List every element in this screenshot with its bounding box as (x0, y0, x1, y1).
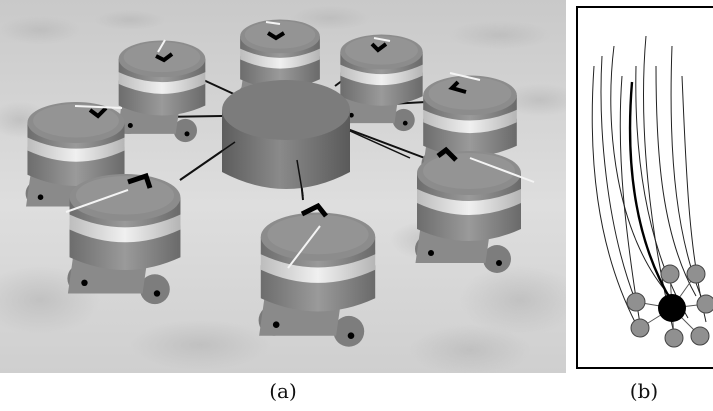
robot-back-left (117, 39, 206, 143)
robot-disk (664, 328, 684, 348)
object-disk (658, 294, 686, 322)
panel-a-scene (0, 0, 566, 373)
robot-left (25, 102, 125, 216)
robot-disks (626, 264, 713, 348)
central-hub (222, 80, 350, 189)
robot-disk (686, 264, 706, 284)
main-trajectory (628, 81, 674, 303)
robot-front-left (65, 172, 181, 305)
caption-a: (a) (269, 379, 297, 403)
robot-disk (626, 292, 646, 312)
robot-disk (660, 264, 680, 284)
trajectory-lines (591, 35, 709, 334)
robot-back-center (238, 19, 320, 114)
robot-disk (696, 294, 713, 314)
robot-front-center (258, 202, 376, 347)
panel-b-frame (576, 6, 713, 369)
caption-b: (b) (629, 379, 659, 403)
robot-front-right (415, 146, 535, 273)
robot-disk (630, 318, 650, 338)
robot-back-right (338, 34, 423, 132)
panel-b-trajectories (576, 6, 713, 369)
front-rods (179, 130, 411, 197)
robot-right (421, 72, 517, 186)
robot-disk (690, 326, 710, 346)
